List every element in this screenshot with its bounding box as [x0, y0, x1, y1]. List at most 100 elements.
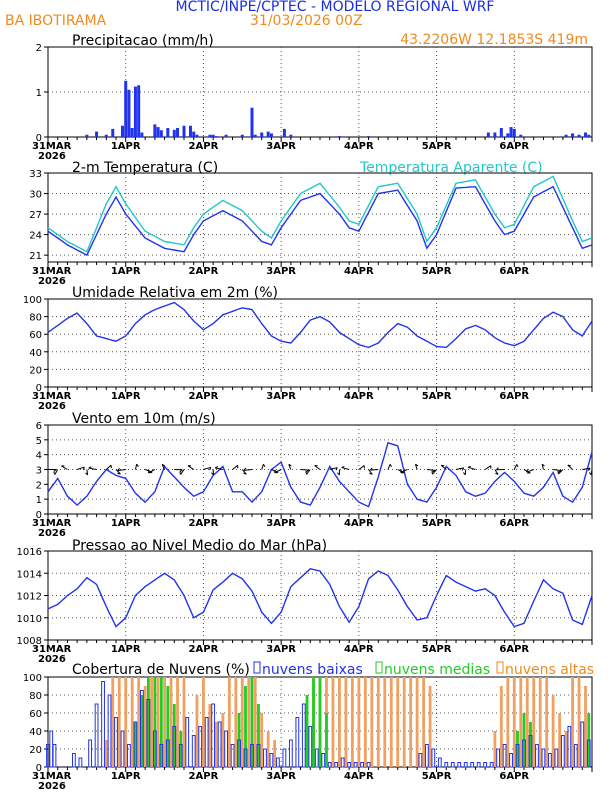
- precip-bar: [130, 128, 134, 137]
- clouds-title: Cobertura de Nuvens (%): [72, 662, 250, 678]
- precip-bar: [111, 128, 115, 137]
- clouds-legend-mid-box: [375, 661, 383, 674]
- precip-bar: [253, 134, 257, 137]
- wind-barb-shaft: [148, 469, 156, 474]
- cloud-bar-nuvens-altas: [156, 677, 160, 767]
- cloud-bar-nuvens-altas: [370, 677, 374, 767]
- cloud-bar-nuvens-altas: [363, 677, 367, 767]
- y-tick-label: 0: [36, 133, 42, 144]
- cloud-bar-nuvens-altas: [428, 686, 432, 767]
- precip-bar: [564, 134, 568, 137]
- cloud-bar-nuvens-baixas: [101, 681, 105, 768]
- wind-barb-shaft: [134, 464, 138, 470]
- wind-barb-shaft: [243, 469, 253, 471]
- y-tick-label: 21: [29, 251, 42, 262]
- cloud-bar-nuvens-altas: [551, 695, 555, 767]
- wind-title: Vento em 10m (m/s): [72, 411, 216, 427]
- precip-bar: [584, 132, 588, 137]
- cloud-bar-nuvens-altas: [150, 677, 154, 767]
- cloud-bar-nuvens-baixas: [502, 744, 507, 768]
- precip-bar: [211, 134, 215, 137]
- x-day-label: 4APR: [344, 391, 374, 402]
- cloud-bar-nuvens-altas: [247, 677, 251, 767]
- cloud-bar-nuvens-altas: [169, 677, 173, 767]
- precip-bar: [133, 86, 137, 137]
- x-day-label: 2APR: [189, 771, 219, 782]
- wind-barb-head: [495, 472, 499, 475]
- wind-barb-shaft: [358, 465, 365, 470]
- cloud-bar-nuvens-medias: [305, 695, 309, 767]
- x-day-label: 5APR: [422, 266, 452, 277]
- wind-barb-head: [53, 469, 57, 472]
- cloud-bar-nuvens-medias: [146, 677, 150, 767]
- temp-title: 2-m Temperatura (C): [72, 160, 218, 176]
- cloud-bar-nuvens-altas: [260, 713, 264, 767]
- precip-title: Precipitacao (mm/h): [72, 33, 214, 49]
- wind-barb-shaft: [161, 464, 166, 470]
- cloud-bar-nuvens-baixas: [541, 748, 546, 768]
- x-start-year: 2026: [38, 654, 66, 665]
- precip-bar: [182, 125, 186, 137]
- cloud-bar-nuvens-medias: [318, 677, 322, 767]
- wind-barb-head: [305, 469, 309, 473]
- cloud-bar-nuvens-medias: [140, 695, 144, 767]
- cloud-bar-nuvens-baixas: [133, 721, 138, 768]
- x-start-year: 2026: [38, 401, 66, 412]
- cloud-bar-nuvens-baixas: [78, 757, 83, 768]
- y-tick-label: 1008: [17, 636, 42, 647]
- x-day-label: 3APR: [266, 266, 296, 277]
- cloud-bar-nuvens-baixas: [276, 757, 280, 768]
- wind-barb-head: [161, 463, 165, 467]
- cloud-bar-nuvens-altas: [350, 677, 354, 767]
- y-tick-label: 3: [36, 466, 42, 477]
- wind-barb-head: [179, 469, 183, 473]
- cloud-bar-nuvens-baixas: [250, 744, 254, 768]
- y-tick-label: 0: [36, 383, 42, 394]
- x-day-label: 3APR: [266, 141, 296, 152]
- cloud-bar-nuvens-baixas: [457, 762, 462, 768]
- y-tick-label: 1012: [17, 592, 42, 603]
- wind-barb-shaft: [117, 469, 126, 472]
- y-tick-label: 1: [36, 495, 42, 506]
- cloud-bar-nuvens-baixas: [515, 744, 520, 768]
- wind-barb-head: [431, 471, 434, 475]
- x-day-label: 4APR: [344, 518, 374, 529]
- wind-barb-head: [526, 469, 529, 473]
- series-line-pressao: [47, 568, 593, 628]
- cloud-bar-nuvens-altas: [130, 677, 134, 767]
- cloud-bar-nuvens-baixas: [120, 730, 125, 768]
- precip-bar: [127, 89, 131, 137]
- wind-barb-head: [588, 472, 592, 476]
- cloud-bar-nuvens-baixas: [127, 744, 131, 768]
- x-day-label: 1APR: [111, 266, 141, 277]
- wind-barb-head: [335, 467, 338, 471]
- temp-legend-aparente: Temperatura Aparente (C): [359, 160, 543, 176]
- wind-barb-shaft: [467, 466, 476, 470]
- x-day-label: 5APR: [422, 141, 452, 152]
- cloud-bar-nuvens-altas: [117, 677, 121, 767]
- wind-barb-shaft: [261, 464, 264, 470]
- wind-barb-head: [136, 463, 139, 467]
- cloud-bar-nuvens-baixas: [243, 748, 248, 768]
- cloud-bar-nuvens-altas: [227, 677, 231, 767]
- wind-barb-head: [541, 463, 545, 467]
- precip-bar: [172, 129, 176, 137]
- cloud-bar-nuvens-altas: [137, 677, 141, 767]
- precip-bar: [192, 131, 196, 137]
- x-day-label: 2APR: [189, 644, 219, 655]
- cloud-bar-nuvens-baixas: [567, 726, 572, 768]
- wind-barb-shaft: [288, 464, 292, 470]
- wind-barb-head: [117, 467, 120, 471]
- cloud-bar-nuvens-baixas: [496, 748, 500, 768]
- y-tick-label: 80: [29, 313, 42, 324]
- cloud-bar-nuvens-altas: [240, 677, 244, 767]
- cloud-bar-nuvens-altas: [202, 677, 205, 767]
- wind-barb-shaft: [368, 469, 373, 475]
- cloud-bar-nuvens-altas: [402, 677, 406, 767]
- wind-barb-shaft: [180, 469, 185, 475]
- wind-barb-head: [88, 466, 92, 469]
- cloud-bar-nuvens-baixas: [463, 762, 468, 768]
- cloud-bar-nuvens-medias: [257, 704, 260, 767]
- cloud-bar-nuvens-altas: [357, 677, 361, 767]
- precip-bar: [104, 134, 108, 137]
